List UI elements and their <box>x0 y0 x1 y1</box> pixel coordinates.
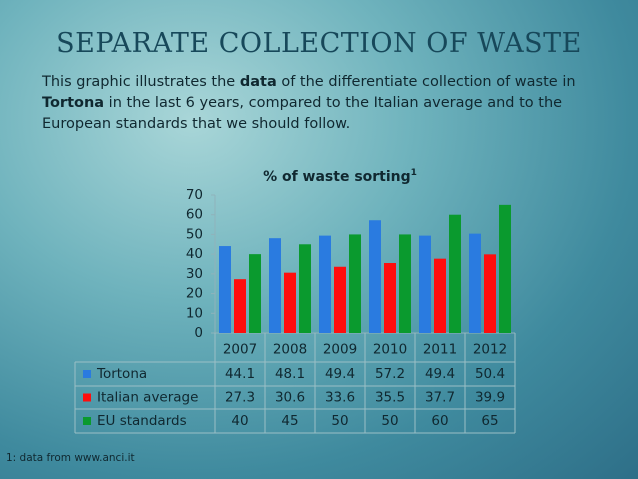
bar <box>384 263 396 333</box>
table-value: 60 <box>431 413 448 429</box>
y-tick-label: 70 <box>186 187 203 203</box>
bar <box>249 254 261 333</box>
bar <box>299 244 311 333</box>
bar <box>419 235 431 333</box>
chart-title-sup: 1 <box>411 168 417 178</box>
table-value: 37.7 <box>425 390 455 406</box>
y-tick-label: 30 <box>186 266 203 282</box>
bar <box>319 235 331 333</box>
legend-key <box>83 370 91 378</box>
legend-key <box>83 417 91 425</box>
table-value: 30.6 <box>275 390 305 406</box>
text: of the differentiate collection of waste… <box>276 74 576 90</box>
table-value: 48.1 <box>275 366 305 382</box>
description: This graphic illustrates the data of the… <box>42 72 612 135</box>
footnote: 1: data from www.anci.it <box>6 452 135 464</box>
table-value: 65 <box>481 413 498 429</box>
table-value: 40 <box>231 413 248 429</box>
legend-label: Tortona <box>96 366 147 382</box>
text: in the last 6 years, compared to the Ita… <box>42 95 563 132</box>
table-value: 50.4 <box>475 366 505 382</box>
table-value: 57.2 <box>375 366 405 382</box>
bar <box>499 204 511 333</box>
table-value: 35.5 <box>375 390 405 406</box>
y-tick-label: 40 <box>186 246 203 262</box>
table-value: 33.6 <box>325 390 355 406</box>
x-tick-label: 2009 <box>323 342 357 358</box>
bar <box>449 214 461 333</box>
bar <box>349 234 361 333</box>
table-value: 49.4 <box>325 366 355 382</box>
table-value: 39.9 <box>475 390 505 406</box>
chart-title-text: % of waste sorting <box>263 169 411 185</box>
y-tick-label: 60 <box>186 207 203 223</box>
table-value: 49.4 <box>425 366 455 382</box>
x-tick-label: 2007 <box>223 342 257 358</box>
y-tick-label: 0 <box>194 325 203 341</box>
table-value: 50 <box>331 413 348 429</box>
bar <box>399 234 411 333</box>
bar <box>269 238 281 333</box>
x-tick-label: 2008 <box>273 342 307 358</box>
text-bold: Tortona <box>42 95 105 111</box>
x-tick-label: 2011 <box>423 342 457 358</box>
legend-label: EU standards <box>97 413 187 429</box>
table-value: 45 <box>281 413 298 429</box>
bar <box>369 220 381 333</box>
bar <box>484 254 496 333</box>
x-tick-label: 2010 <box>373 342 407 358</box>
x-tick-label: 2012 <box>473 342 507 358</box>
bar <box>469 233 481 333</box>
y-tick-label: 10 <box>186 305 203 321</box>
y-tick-label: 20 <box>186 286 203 302</box>
bar <box>434 258 446 333</box>
bar <box>334 266 346 333</box>
table-value: 50 <box>381 413 398 429</box>
text: This graphic illustrates the <box>42 74 240 90</box>
y-tick-label: 50 <box>186 226 203 242</box>
table-value: 27.3 <box>225 390 255 406</box>
bar <box>234 279 246 333</box>
slide-title: SEPARATE COLLECTION OF WASTE <box>56 28 582 59</box>
bar <box>219 246 231 333</box>
legend-key <box>83 393 91 402</box>
text-bold: data <box>239 74 277 90</box>
legend-label: Italian average <box>97 390 198 406</box>
bar <box>284 272 296 333</box>
chart-title: % of waste sorting1 <box>263 168 417 186</box>
table-value: 44.1 <box>225 366 255 382</box>
